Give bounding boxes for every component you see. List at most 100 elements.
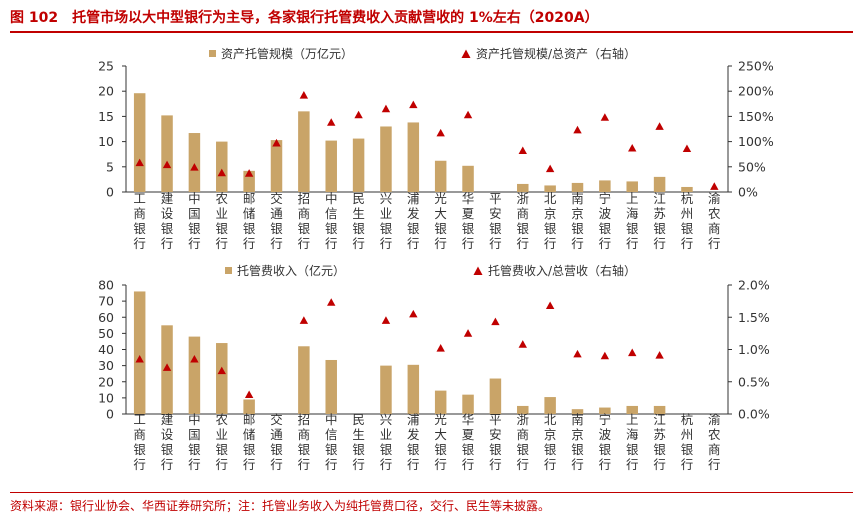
legend-marker-label: 资产托管规模/总资产（右轴）	[476, 46, 636, 61]
bar	[243, 170, 255, 192]
category-label: 光大银行	[434, 412, 447, 472]
right-tick-label: 0.0%	[738, 407, 770, 422]
category-label-char: 上	[626, 412, 639, 427]
category-label-char: 行	[133, 236, 146, 251]
left-tick-label: 5	[106, 159, 114, 174]
category-label: 兴业银行	[380, 191, 393, 251]
right-tick-label: 200%	[738, 84, 774, 99]
ratio-marker	[327, 298, 336, 306]
category-label-char: 商	[517, 427, 530, 442]
bar	[626, 405, 638, 414]
category-label-char: 商	[133, 427, 146, 442]
category-label-char: 邮	[243, 191, 256, 206]
category-label-char: 南	[571, 191, 584, 206]
category-label-char: 行	[188, 236, 201, 251]
right-tick-label: 250%	[738, 59, 774, 74]
category-label-char: 行	[352, 236, 365, 251]
category-label-char: 行	[571, 236, 584, 251]
category-label-char: 储	[243, 206, 256, 221]
ratio-marker	[162, 160, 172, 169]
category-label: 上海银行	[626, 191, 639, 251]
category-label-char: 银	[188, 442, 201, 457]
category-label-char: 北	[544, 191, 557, 206]
category-label-char: 州	[681, 427, 694, 442]
left-tick-label: 50	[98, 326, 114, 341]
category-label-char: 设	[161, 427, 174, 442]
category-label: 农业银行	[216, 191, 229, 251]
category-label-char: 州	[681, 206, 694, 221]
category-label-char: 平	[489, 412, 502, 427]
bar	[626, 181, 638, 192]
category-label-char: 行	[216, 457, 229, 472]
category-label-char: 行	[407, 236, 420, 251]
category-label: 中信银行	[325, 191, 338, 251]
bar	[599, 407, 611, 414]
bar	[517, 405, 529, 414]
category-label-char: 行	[188, 457, 201, 472]
category-label-char: 行	[161, 236, 174, 251]
category-label-char: 信	[325, 427, 338, 442]
category-label-char: 行	[626, 236, 639, 251]
category-label-char: 建	[161, 412, 174, 427]
ratio-marker	[682, 144, 692, 153]
category-label-char: 银	[544, 442, 557, 457]
category-label-char: 行	[653, 236, 666, 251]
category-label-char: 中	[188, 412, 201, 427]
category-label-char: 行	[599, 236, 612, 251]
ratio-marker	[545, 301, 555, 309]
category-label-char: 中	[325, 191, 338, 206]
bar	[571, 182, 584, 192]
category-label-char: 业	[216, 206, 229, 221]
category-label-char: 上	[626, 191, 639, 206]
figure-title: 图 102 托管市场以大中型银行为主导，各家银行托管费收入贡献营收的 1%左右（2…	[10, 7, 850, 27]
category-label-char: 商	[298, 206, 311, 221]
bar	[517, 183, 529, 192]
ratio-marker	[190, 163, 199, 171]
ratio-marker	[518, 146, 527, 155]
category-label-char: 银	[243, 442, 256, 457]
ratio-marker	[545, 164, 555, 173]
ratio-marker	[135, 354, 144, 363]
category-label: 招商银行	[298, 412, 311, 472]
category-label-char: 生	[352, 206, 365, 221]
category-label: 建设银行	[161, 412, 174, 472]
category-label-char: 行	[298, 236, 311, 251]
category-label-char: 行	[325, 457, 338, 472]
category-label-char: 行	[407, 457, 420, 472]
category-label-char: 银	[216, 442, 229, 457]
category-label-char: 银	[517, 221, 530, 236]
category-label: 民生银行	[352, 412, 365, 472]
category-label-char: 行	[626, 457, 639, 472]
category-label-char: 行	[243, 457, 256, 472]
bar	[325, 359, 337, 414]
category-label-char: 行	[270, 236, 283, 251]
category-label-char: 交	[270, 412, 283, 427]
left-tick-label: 60	[98, 310, 114, 325]
category-label-char: 行	[517, 457, 530, 472]
category-label: 上海银行	[626, 412, 639, 472]
category-label-char: 波	[599, 427, 612, 442]
bar	[653, 176, 666, 192]
bar	[325, 140, 337, 192]
category-label: 平安银行	[489, 412, 502, 472]
left-tick-label: 0	[106, 185, 114, 200]
category-label-char: 农	[216, 191, 229, 206]
bar	[462, 165, 474, 192]
category-label-char: 银	[216, 221, 229, 236]
chart-1: 05101520250%50%100%150%200%250%工商银行建设银行中…	[98, 46, 774, 251]
chart-2: 010203040506070800.0%0.5%1.0%1.5%2.0%工商银…	[98, 263, 770, 472]
category-label-char: 银	[653, 442, 666, 457]
category-label: 杭州银行	[681, 412, 694, 472]
left-tick-label: 0	[106, 407, 114, 422]
category-label-char: 行	[380, 457, 393, 472]
ratio-marker	[710, 182, 719, 190]
category-label-char: 建	[161, 191, 174, 206]
category-label-char: 银	[462, 442, 475, 457]
category-label-char: 行	[653, 457, 666, 472]
category-label-char: 银	[407, 221, 420, 236]
category-label-char: 华	[462, 412, 475, 427]
category-label-char: 行	[544, 236, 557, 251]
ratio-marker	[491, 317, 500, 326]
bar	[133, 291, 146, 414]
